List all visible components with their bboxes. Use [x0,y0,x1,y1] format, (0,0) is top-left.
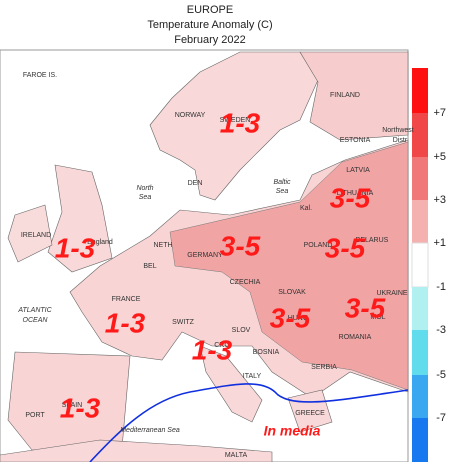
place-label: SLOV [232,327,251,334]
britain [47,164,113,273]
scandinavia [149,51,319,201]
italy [199,345,263,423]
legend-label: +5 [433,151,446,163]
legend-label: +1 [433,237,446,249]
place-label: MALTA [225,452,248,459]
finland [299,51,409,141]
legend-label: -5 [436,369,446,381]
place-label: FAROE IS. [23,72,57,79]
legend-label: +7 [433,107,446,119]
place-label: ROMANIA [339,334,372,341]
place-label: ITALY [243,373,262,380]
place-label: SPAIN [62,402,83,409]
place-label: UKRAINE [376,290,407,297]
place-label: SERBIA [311,364,337,371]
anomaly-label: 1-3 [55,232,96,263]
anomaly-label: 1-3 [105,307,146,338]
place-label: NETH [153,242,172,249]
place-label: CZECHIA [230,279,261,286]
colorbar-segment [412,157,428,200]
place-label: ATLANTIC [17,307,52,314]
place-label: BOSNIA [253,349,280,356]
anomaly-label: 1-3 [192,334,233,365]
place-label: BELARUS [356,237,389,244]
place-label: SLOVAK [278,289,306,296]
place-label: IRELAND [21,232,51,239]
place-label: GERMANY [187,252,223,259]
place-label: SWEDEN [220,117,251,124]
note: In media [264,423,321,439]
colorbar-segment [412,375,428,418]
legend-label: -7 [436,412,446,424]
anomaly-label: 1-3 [60,392,101,423]
place-label: PORT [25,412,45,419]
anomaly-label: 3-5 [345,292,386,323]
place-label: Kal. [300,205,312,212]
contour-line [89,383,409,463]
legend-label: +3 [433,194,446,206]
place-label: CRO [214,342,230,349]
anomaly-label: 3-5 [330,182,371,213]
anomaly-label: 3-5 [220,230,261,261]
colorbar-segment [411,242,429,288]
title-line: Temperature Anomaly (C) [147,19,272,31]
place-label: MOL [370,314,385,321]
colorbar-segment [412,68,428,113]
colorbar [411,68,429,462]
place-label: Sea [139,194,152,201]
anomaly-label: 3-5 [270,302,311,333]
anomaly-label: 3-5 [325,232,366,263]
place-label: GREECE [295,410,325,417]
colorbar-segment [412,200,428,243]
anomaly-label: 1-3 [220,107,261,138]
colorbar-segment [412,330,428,375]
place-label: LATVIA [346,167,370,174]
place-label: DEN [188,180,203,187]
place-label: LITHUANIA [337,190,374,197]
place-label: Sea [276,188,289,195]
place-label: OCEAN [23,317,49,324]
place-label: Mediterranean Sea [120,427,180,434]
place-label: FRANCE [112,296,141,303]
place-label: FINLAND [330,92,360,99]
place-label: Distr [393,137,408,144]
warm-region [169,141,409,391]
legend-label: -1 [436,281,446,293]
place-label: HUNG [288,315,309,322]
place-label: North [136,185,153,192]
place-label: NORWAY [175,112,206,119]
title-line: February 2022 [174,34,246,46]
ireland [7,204,53,263]
colorbar-segment [412,113,428,157]
place-label: SWITZ [172,319,194,326]
legend-label: -3 [436,324,446,336]
place-label: Northwest [382,127,414,134]
greece [287,389,333,433]
colorbar-segment [412,287,428,330]
place-label: BEL [143,263,156,270]
title-line: EUROPE [187,4,233,16]
map [0,49,409,463]
colorbar-segment [412,418,428,462]
place-label: England [87,239,113,246]
place-label: POLAND [304,242,333,249]
place-label: ESTONIA [340,137,371,144]
place-label: Baltic [273,179,291,186]
